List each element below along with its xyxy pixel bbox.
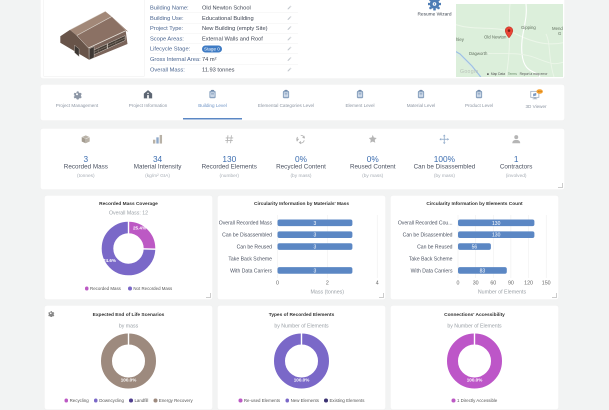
svg-text:90: 90 [508, 281, 514, 287]
svg-text:Can be Reused: Can be Reused [237, 245, 273, 251]
svg-text:4: 4 [376, 281, 379, 287]
svg-text:With Data Carriers: With Data Carriers [230, 268, 272, 274]
svg-text:Overall Recorded Mass: Overall Recorded Mass [219, 221, 273, 227]
svg-text:Number of Elements: Number of Elements [478, 290, 527, 296]
svg-text:0: 0 [457, 281, 460, 287]
svg-text:150: 150 [542, 281, 551, 287]
svg-text:0: 0 [276, 281, 279, 287]
svg-text:With Data Carriers: With Data Carriers [411, 268, 453, 274]
svg-text:3: 3 [314, 268, 317, 274]
svg-text:Overall Recorded Cou...: Overall Recorded Cou... [398, 221, 453, 227]
svg-text:Mass (tonnes): Mass (tonnes) [311, 290, 345, 296]
svg-text:100.0%: 100.0% [121, 377, 137, 382]
svg-text:Can be Reused: Can be Reused [417, 245, 453, 251]
svg-text:Take Back Scheme: Take Back Scheme [228, 256, 272, 262]
svg-text:74.6%: 74.6% [103, 258, 116, 263]
svg-text:3: 3 [314, 233, 317, 239]
svg-text:120: 120 [524, 281, 533, 287]
svg-text:25.4%: 25.4% [133, 226, 146, 231]
svg-text:100.0%: 100.0% [467, 377, 483, 382]
svg-text:100.0%: 100.0% [294, 377, 310, 382]
svg-text:130: 130 [492, 233, 501, 239]
svg-text:56: 56 [472, 245, 478, 251]
svg-text:130: 130 [492, 221, 501, 227]
svg-text:2: 2 [326, 281, 329, 287]
svg-text:3: 3 [314, 245, 317, 251]
svg-text:3: 3 [314, 221, 317, 227]
svg-text:83: 83 [480, 268, 486, 274]
svg-text:Can be Disassembled: Can be Disassembled [222, 233, 272, 239]
svg-text:Can be Disassembled: Can be Disassembled [403, 233, 453, 239]
svg-text:Take Back Scheme: Take Back Scheme [409, 256, 453, 262]
svg-text:30: 30 [473, 281, 479, 287]
svg-text:60: 60 [490, 281, 496, 287]
